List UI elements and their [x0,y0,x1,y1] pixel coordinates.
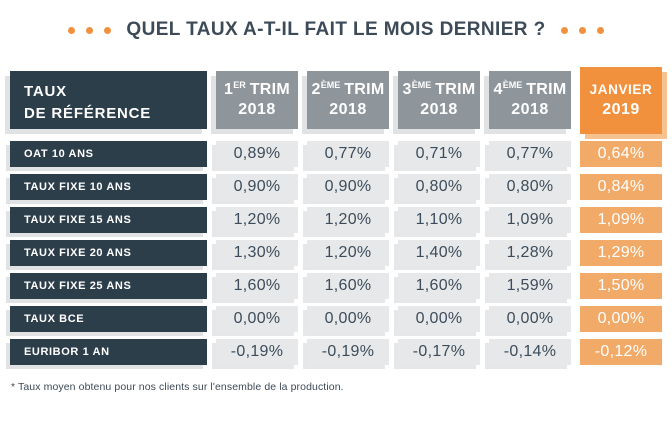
value-cell-janvier: -0,12% [580,339,662,365]
table-row: TAUX FIXE 10 ANS 0,90% 0,90% 0,80% 0,80%… [10,174,662,200]
column-header-trim4-2018: 4ÈME TRIM 2018 [489,71,571,129]
row-label: TAUX FIXE 10 ANS [10,174,207,200]
quarter-year: 2018 [511,101,549,118]
column-header-trim2-2018: 2ÈME TRIM 2018 [307,71,389,129]
table-row: OAT 10 ANS 0,89% 0,77% 0,71% 0,77% 0,64% [10,141,662,167]
table-header-row: TAUX DE RÉFÉRENCE 1ER TRIM 2018 2ÈME TRIM … [10,67,662,134]
value-cell: 1,10% [398,207,480,233]
value-cell-janvier: 1,50% [580,273,662,299]
value-cell: 1,09% [489,207,571,233]
quarter-number: 4 [493,81,503,98]
row-label: TAUX FIXE 15 ANS [10,207,207,233]
value-cell: 0,80% [398,174,480,200]
value-cell: 1,60% [216,273,298,299]
value-cell: 1,20% [216,207,298,233]
quarter-ordinal-suffix: ER [233,80,246,90]
quarter-number: 1 [223,81,234,98]
value-cell: 1,60% [307,273,389,299]
table-row: TAUX BCE 0,00% 0,00% 0,00% 0,00% 0,00% [10,306,662,332]
row-label: TAUX BCE [10,306,207,332]
value-cell: 1,60% [398,273,480,299]
corner-header-taux-de-reference: TAUX DE RÉFÉRENCE [10,71,207,129]
quarter-word: TRIM [526,81,567,98]
quarter-word: TRIM [435,81,476,98]
corner-line1: TAUX [24,83,67,100]
value-cell: 1,20% [307,207,389,233]
dot-icon [104,26,112,34]
value-cell: -0,19% [216,339,298,365]
quarter-ordinal-suffix: ÈME [411,80,432,90]
page-title: QUEL TAUX A-T-IL FAIT LE MOIS DERNIER ? [126,19,546,40]
value-cell: 0,00% [398,306,480,332]
value-cell: -0,14% [489,339,571,365]
table-row: TAUX FIXE 25 ANS 1,60% 1,60% 1,60% 1,59%… [10,273,662,299]
value-cell-janvier: 0,00% [580,306,662,332]
value-cell: 0,77% [489,141,571,167]
row-label: TAUX FIXE 25 ANS [10,273,207,299]
row-label: TAUX FIXE 20 ANS [10,240,207,266]
month-year: 2019 [602,101,640,119]
page-header: QUEL TAUX A-T-IL FAIT LE MOIS DERNIER ? [0,0,672,41]
rates-table: TAUX DE RÉFÉRENCE 1ER TRIM 2018 2ÈME TRIM … [10,67,662,365]
dot-icon [86,26,94,34]
value-cell: 0,71% [398,141,480,167]
value-cell: 1,20% [307,240,389,266]
value-cell: 0,00% [307,306,389,332]
dot-icon [578,26,586,34]
value-cell-janvier: 0,84% [580,174,662,200]
quarter-year: 2018 [329,101,367,118]
dot-icon [560,26,568,34]
dot-icon [68,26,76,34]
value-cell: -0,19% [307,339,389,365]
value-cell-janvier: 0,64% [580,141,662,167]
month-label: JANVIER [589,82,653,98]
value-cell-janvier: 1,29% [580,240,662,266]
quarter-word: TRIM [344,81,385,98]
row-label: OAT 10 ANS [10,141,207,167]
title-dots-right-icon [560,26,604,34]
value-cell: 1,28% [489,240,571,266]
dot-icon [596,26,604,34]
value-cell: 0,90% [307,174,389,200]
value-cell: 0,00% [216,306,298,332]
value-cell: 0,90% [216,174,298,200]
value-cell: 1,40% [398,240,480,266]
footnote: * Taux moyen obtenu pour nos clients sur… [11,381,344,393]
quarter-ordinal-suffix: ÈME [320,80,341,90]
title-dots-left-icon [68,26,112,34]
value-cell: 0,77% [307,141,389,167]
column-header-trim1-2018: 1ER TRIM 2018 [216,71,298,129]
corner-line2: DE RÉFÉRENCE [24,104,152,122]
quarter-number: 2 [311,81,321,98]
table-row: TAUX FIXE 20 ANS 1,30% 1,20% 1,40% 1,28%… [10,240,662,266]
value-cell: 0,89% [216,141,298,167]
quarter-word: TRIM [249,81,291,98]
quarter-ordinal-suffix: ÈME [502,80,523,90]
value-cell: 1,30% [216,240,298,266]
column-header-trim3-2018: 3ÈME TRIM 2018 [398,71,480,129]
value-cell: 0,00% [489,306,571,332]
quarter-year: 2018 [238,101,276,118]
column-header-janvier-2019: JANVIER 2019 [580,67,662,134]
quarter-number: 3 [402,81,412,98]
row-label: EURIBOR 1 AN [10,339,207,365]
value-cell: -0,17% [398,339,480,365]
quarter-year: 2018 [420,101,458,118]
value-cell: 0,80% [489,174,571,200]
table-row: EURIBOR 1 AN -0,19% -0,19% -0,17% -0,14%… [10,339,662,365]
value-cell: 1,59% [489,273,571,299]
value-cell-janvier: 1,09% [580,207,662,233]
table-row: TAUX FIXE 15 ANS 1,20% 1,20% 1,10% 1,09%… [10,207,662,233]
